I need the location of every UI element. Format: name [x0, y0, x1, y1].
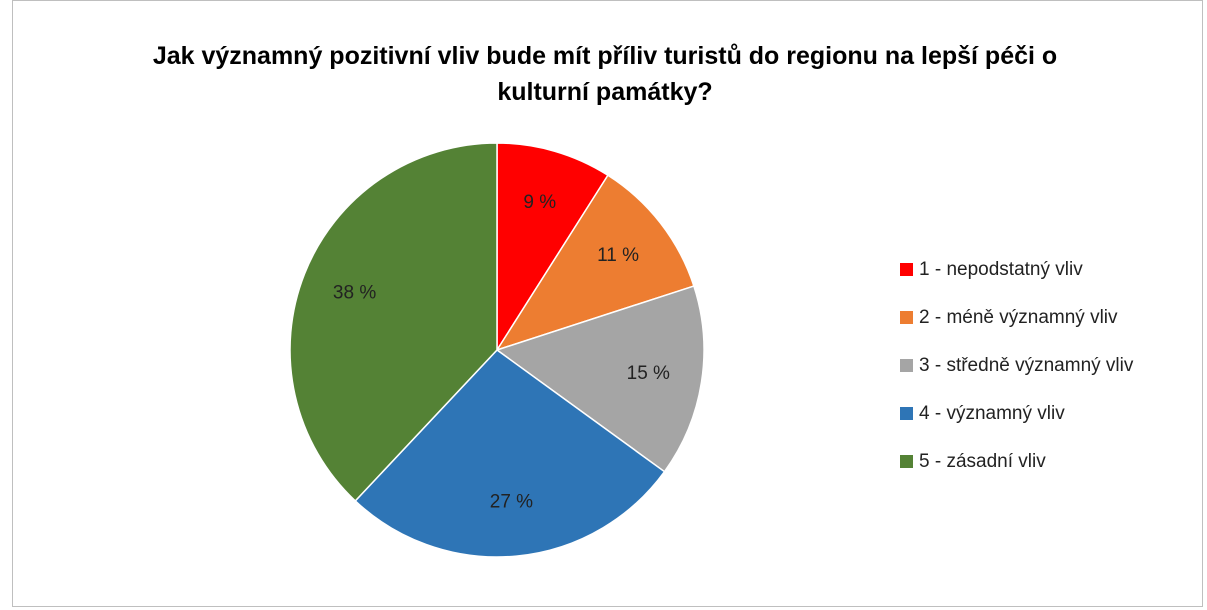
pie-slice	[354, 349, 666, 558]
legend-swatch	[900, 263, 913, 276]
chart-border	[12, 0, 1203, 607]
legend-label: 1 - nepodstatný vliv	[919, 259, 1083, 280]
data-label: 9 %	[523, 192, 556, 213]
data-label: 15 %	[627, 363, 670, 384]
legend-swatch	[900, 455, 913, 468]
legend-swatch	[900, 311, 913, 324]
pie-slice	[289, 142, 498, 502]
legend-swatch	[900, 359, 913, 372]
legend-label: 4 - významný vliv	[919, 403, 1065, 424]
legend-label: 5 - zásadní vliv	[919, 451, 1046, 472]
chart-title: Jak významný pozitivní vliv bude mít pří…	[152, 42, 1058, 106]
data-label: 27 %	[490, 492, 533, 513]
legend-swatch	[900, 407, 913, 420]
legend-label: 2 - méně významný vliv	[919, 307, 1118, 328]
data-label: 11 %	[597, 245, 639, 266]
data-label: 38 %	[333, 283, 376, 304]
pie-slice	[495, 174, 695, 352]
legend-label: 3 - středně významný vliv	[919, 355, 1134, 376]
pie-slice	[496, 142, 609, 353]
pie-slice	[495, 285, 705, 473]
